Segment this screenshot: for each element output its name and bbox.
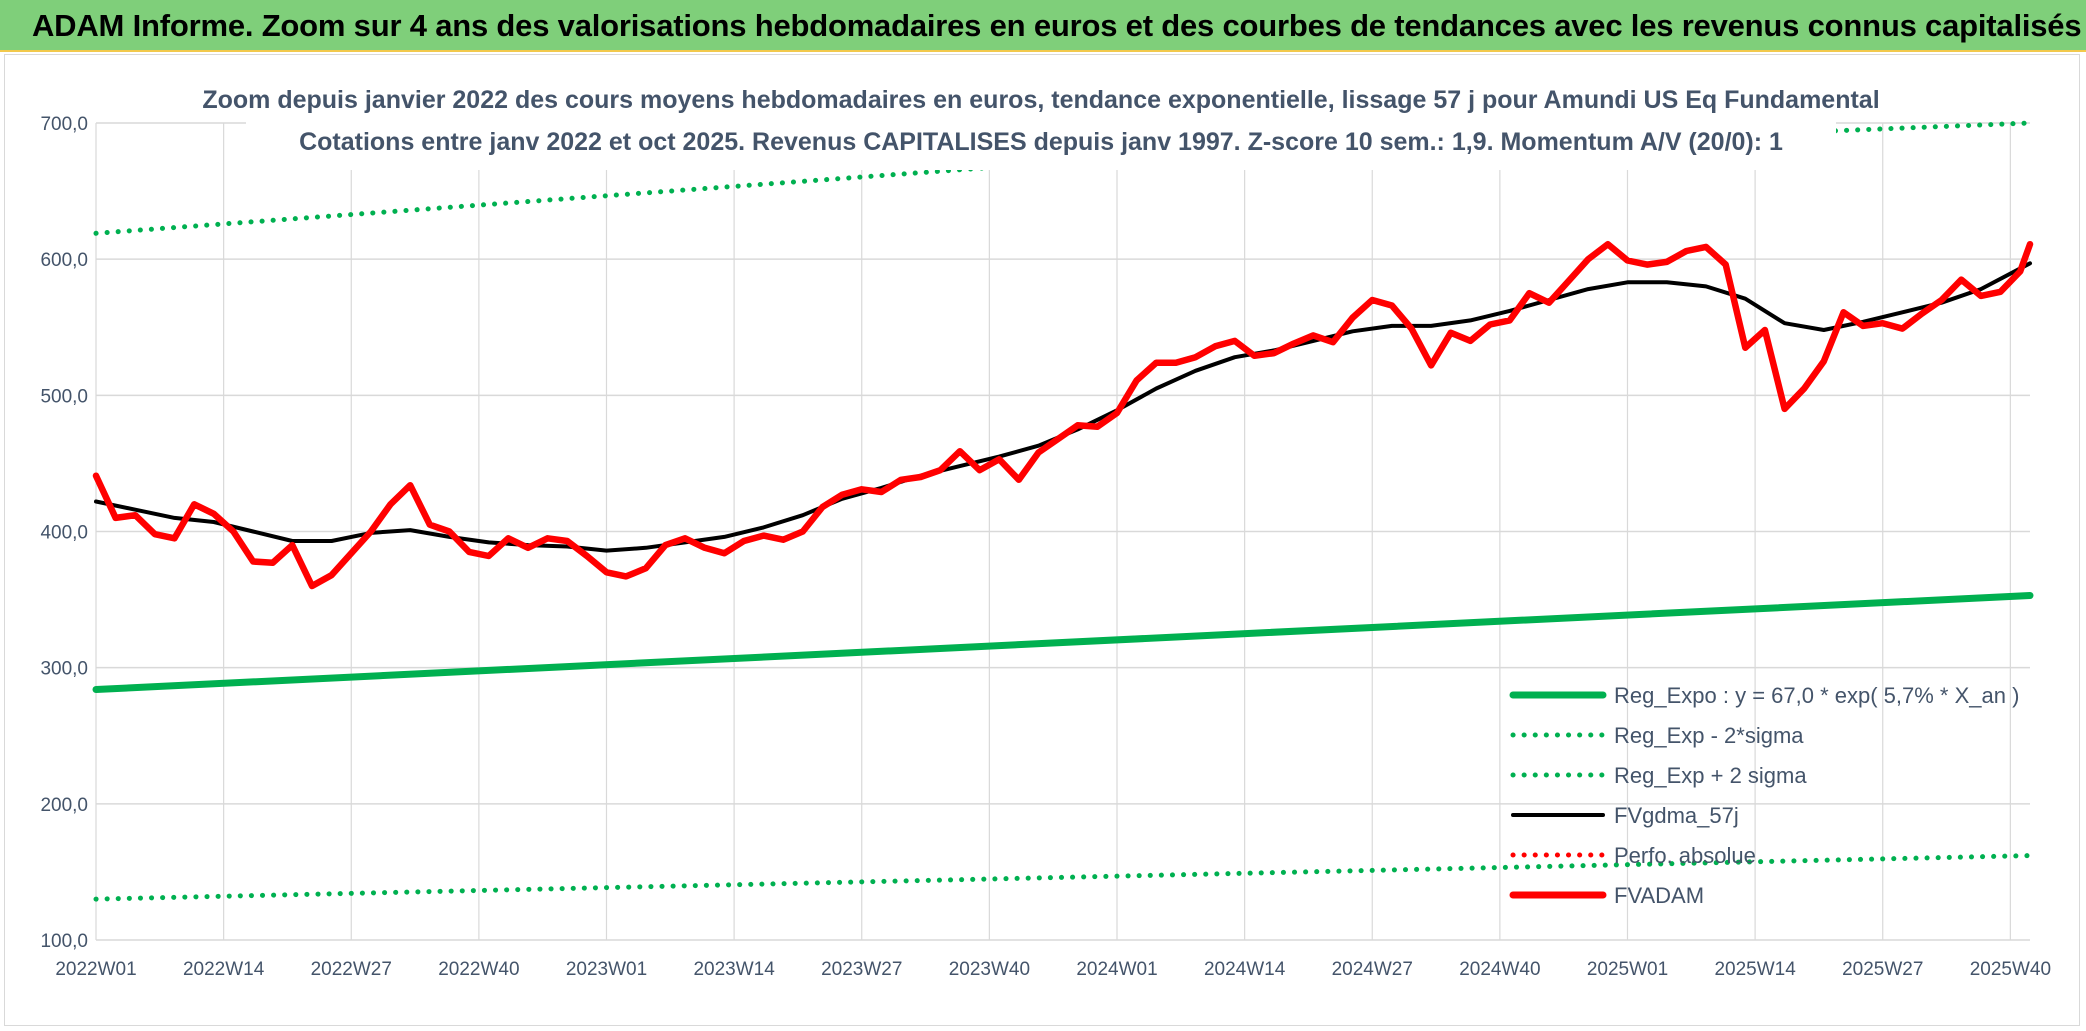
x-tick-label: 2023W27 [821, 959, 902, 980]
x-tick-label: 2023W01 [566, 959, 647, 980]
series-reg-exp-minus-2sigma [93, 853, 2033, 902]
x-tick-label: 2022W27 [311, 959, 392, 980]
title-layer: Zoom depuis janvier 2022 des cours moyen… [202, 78, 1880, 170]
y-tick-label: 600,0 [40, 250, 88, 271]
x-tick-label: 2024W27 [1332, 959, 1413, 980]
axis-layer: 700,0 600,0 500,0 400,0 300,0 200,0 100,0 2022W… [40, 114, 2051, 980]
legend-label: Reg_Exp + 2 sigma [1614, 763, 1807, 788]
y-tick-label: 300,0 [40, 659, 88, 680]
legend: Reg_Expo : y = 67,0 * exp( 5,7% * X_an )… [1509, 683, 2019, 908]
grid-layer [95, 122, 2030, 941]
x-tick-label: 2025W27 [1842, 959, 1923, 980]
legend-label: Perfo. absolue [1614, 843, 1756, 868]
x-tick-label: 2023W14 [693, 959, 775, 980]
y-tick-label: 200,0 [40, 795, 88, 816]
y-tick-label: 400,0 [40, 523, 88, 544]
x-tick-label: 2024W40 [1459, 959, 1540, 980]
x-tick-label: 2025W01 [1587, 959, 1668, 980]
x-tick-label: 2025W14 [1714, 959, 1796, 980]
x-tick-label: 2022W01 [55, 959, 136, 980]
chart-subtitle: Cotations entre janv 2022 et oct 2025. R… [299, 128, 1783, 156]
banner-title: ADAM Informe. Zoom sur 4 ans des valoris… [32, 8, 2082, 43]
y-tick-label: 700,0 [40, 114, 88, 135]
legend-label: FVgdma_57j [1614, 803, 1739, 828]
x-tick-label: 2022W40 [438, 959, 519, 980]
x-tick-label: 2023W40 [949, 959, 1030, 980]
x-tick-label: 2022W14 [183, 959, 265, 980]
legend-label: FVADAM [1614, 883, 1704, 908]
x-tick-label: 2025W40 [1970, 959, 2051, 980]
series-reg-expo [92, 592, 2034, 693]
x-tick-label: 2024W14 [1204, 959, 1286, 980]
x-tick-label: 2024W01 [1076, 959, 1157, 980]
legend-label: Reg_Expo : y = 67,0 * exp( 5,7% * X_an ) [1614, 683, 2019, 708]
series-fvadam [92, 240, 2034, 590]
chart-frame [4, 54, 2080, 1026]
banner: ADAM Informe. Zoom sur 4 ans des valoris… [0, 0, 2086, 52]
y-tick-label: 500,0 [40, 386, 88, 407]
y-tick-label: 100,0 [40, 931, 88, 952]
legend-label: Reg_Exp - 2*sigma [1614, 723, 1804, 748]
chart-title: Zoom depuis janvier 2022 des cours moyen… [202, 86, 1879, 114]
title-background [246, 78, 1836, 170]
